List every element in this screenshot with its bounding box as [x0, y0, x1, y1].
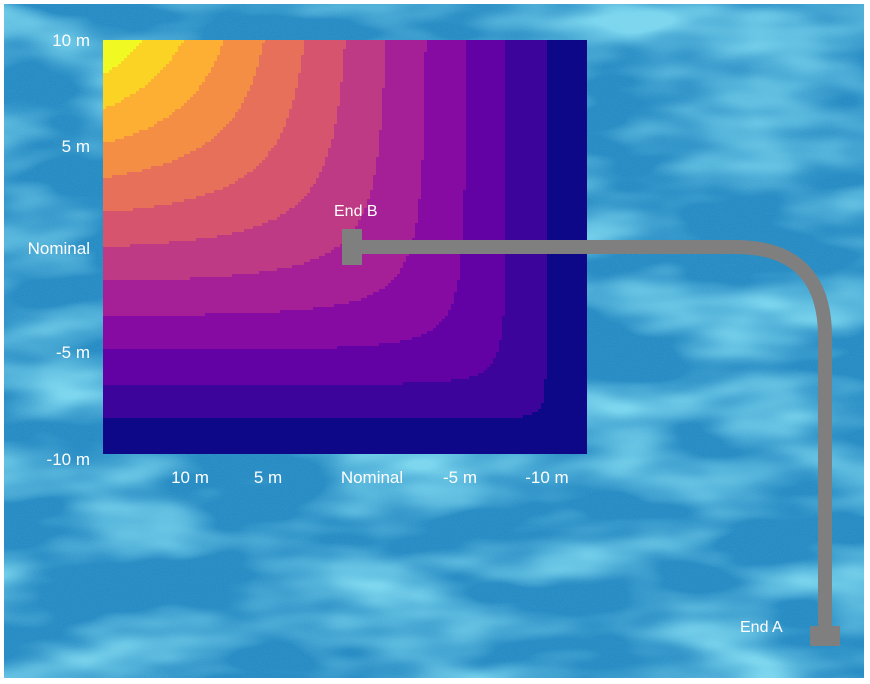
- seabed-scene: 10 m 5 m Nominal -5 m -10 m 10 m 5 m Nom…: [0, 0, 870, 684]
